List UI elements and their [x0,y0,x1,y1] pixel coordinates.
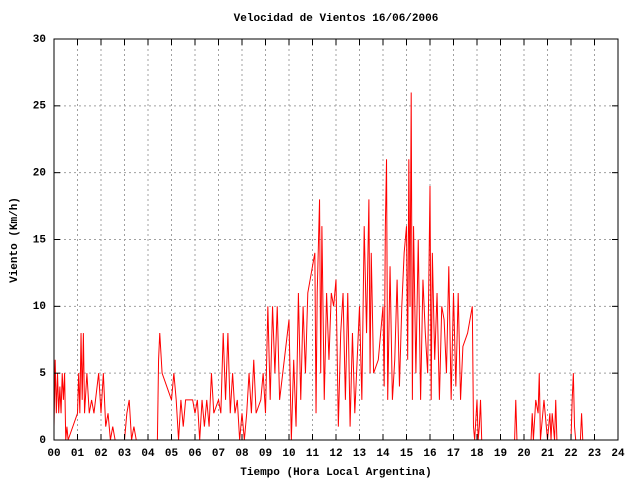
y-tick-label: 15 [33,234,47,246]
x-tick-label: 24 [611,448,625,460]
x-tick-label: 12 [329,448,342,460]
x-tick-label: 13 [353,448,367,460]
x-tick-label: 04 [141,448,155,460]
x-tick-label: 21 [541,448,555,460]
x-tick-label: 01 [71,448,85,460]
x-tick-label: 09 [259,448,272,460]
y-tick-label: 10 [33,301,46,313]
y-tick-label: 25 [33,101,47,113]
x-tick-label: 11 [306,448,320,460]
x-axis-label: Tiempo (Hora Local Argentina) [240,467,431,479]
x-tick-label: 15 [400,448,414,460]
x-tick-label: 07 [212,448,225,460]
y-tick-label: 30 [33,34,46,46]
x-tick-label: 03 [118,448,132,460]
x-tick-label: 06 [188,448,201,460]
y-tick-label: 0 [39,435,46,447]
x-tick-label: 17 [447,448,460,460]
x-tick-label: 14 [376,448,390,460]
y-axis-label: Viento (Km/h) [9,197,21,283]
plot [53,92,584,441]
x-tick-label: 00 [47,448,60,460]
grid [54,39,618,440]
y-tick-label: 20 [33,168,46,180]
y-tick-label: 5 [39,368,46,380]
x-tick-label: 23 [588,448,602,460]
x-tick-label: 20 [517,448,530,460]
x-tick-label: 16 [423,448,436,460]
x-tick-label: 10 [282,448,295,460]
x-tick-label: 19 [494,448,507,460]
x-tick-label: 05 [165,448,179,460]
x-tick-label: 18 [470,448,484,460]
chart-title: Velocidad de Vientos 16/06/2006 [234,13,439,25]
data-line [53,92,584,441]
x-tick-label: 22 [564,448,577,460]
x-tick-label: 02 [94,448,107,460]
x-tick-label: 08 [235,448,249,460]
